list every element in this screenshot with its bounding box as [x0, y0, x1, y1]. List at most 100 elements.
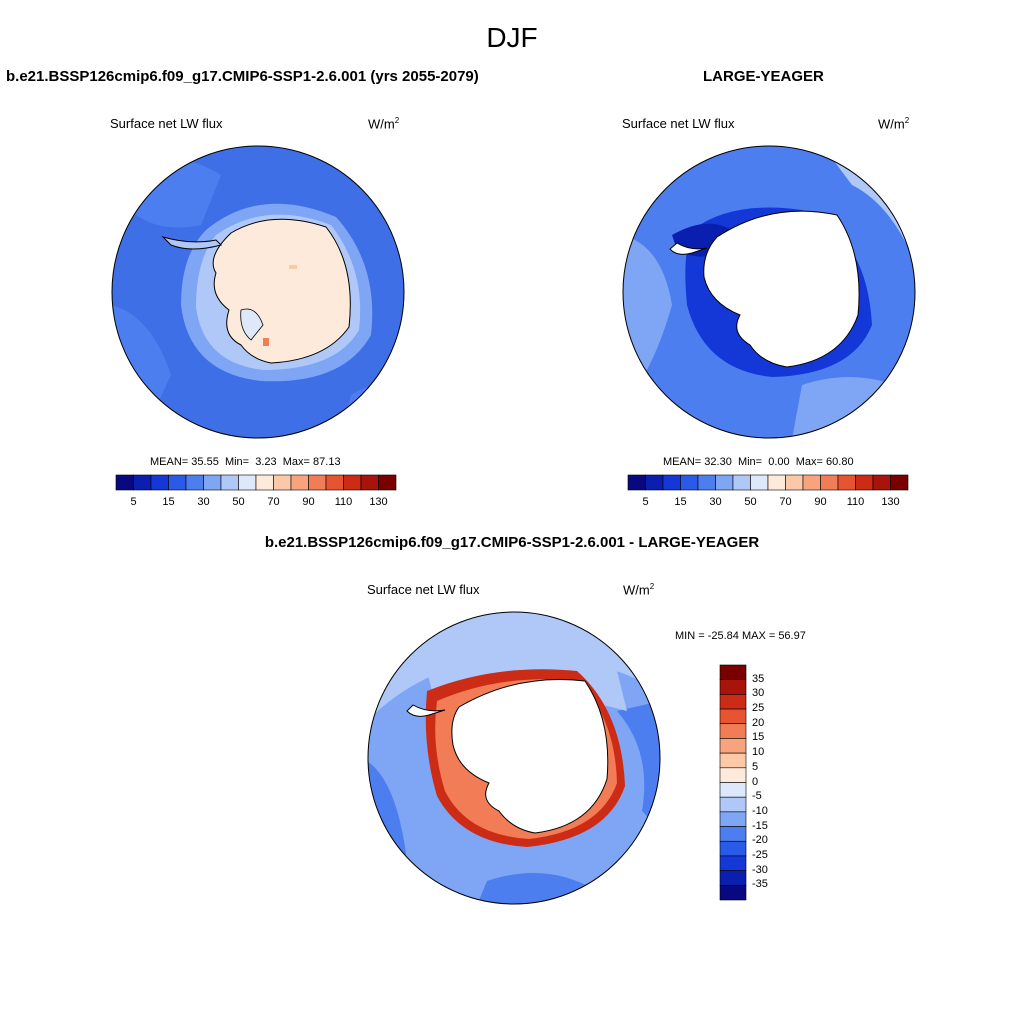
colorbar-tick-label: 90 [302, 496, 315, 508]
colorbar-swatch [837, 474, 856, 491]
colorbar-swatch [719, 840, 747, 857]
colorbar-swatch [820, 474, 839, 491]
colorbar-swatch [308, 474, 327, 491]
panel1-hotspot [263, 338, 269, 346]
colorbar-tick-label: 15 [674, 496, 687, 508]
panel3-peninsula [406, 704, 446, 717]
panel3-antarctica [451, 679, 609, 834]
colorbar-swatch [168, 474, 187, 491]
colorbar-tick-label: 25 [752, 702, 765, 715]
colorbar-tick-label: 130 [369, 496, 388, 508]
colorbar-swatch [719, 870, 747, 886]
panel3-ocean-mid [617, 701, 660, 831]
colorbar-tick-label: -25 [752, 848, 768, 861]
colorbar-swatch [855, 474, 874, 491]
colorbar-swatch [185, 474, 204, 491]
colorbar-swatch [719, 767, 747, 783]
colorbar-swatch [785, 474, 804, 491]
colorbar-swatch [115, 474, 134, 491]
panel1-ross-shelf [240, 308, 264, 341]
panel1-title: b.e21.BSSP126cmip6.f09_g17.CMIP6-SSP1-2.… [6, 68, 479, 85]
colorbar-swatch [767, 474, 786, 491]
colorbar-swatch [662, 474, 681, 491]
panel3-unit: W/m2 [623, 582, 655, 598]
panel1-variable: Surface net LW flux [110, 116, 223, 131]
colorbar-swatch [220, 474, 239, 491]
colorbar-tick-label: -5 [752, 790, 762, 803]
colorbar-swatch [719, 738, 747, 754]
colorbar-tick-label: 110 [846, 496, 865, 508]
colorbar-swatch [290, 474, 309, 491]
colorbar-tick-label: 5 [752, 760, 759, 773]
colorbar-swatch [719, 855, 747, 871]
colorbar-swatch [719, 796, 747, 813]
colorbar-tick-label: 0 [752, 775, 759, 788]
colorbar-tick-label: 5 [642, 496, 649, 508]
colorbar-swatch [378, 474, 397, 491]
colorbar-tick-label: 10 [752, 746, 765, 759]
colorbar-swatch [719, 811, 747, 827]
panel1-map [111, 145, 405, 439]
panel1-stats: MEAN= 35.55 Min= 3.23 Max= 87.13 [150, 456, 341, 468]
colorbar-tick-label: 50 [232, 496, 245, 508]
panel2-map [622, 145, 916, 439]
panel2-antarctica [703, 210, 860, 368]
colorbar-swatch [627, 474, 646, 491]
colorbar-tick-label: -35 [752, 878, 768, 891]
colorbar-tick-label: 20 [752, 716, 765, 729]
colorbar-swatch [680, 474, 699, 491]
colorbar-swatch [719, 885, 747, 901]
colorbar-swatch [360, 474, 379, 491]
panel2-title: LARGE-YEAGER [703, 68, 824, 85]
colorbar-swatch [719, 679, 747, 695]
colorbar-swatch [750, 474, 769, 491]
colorbar-swatch [715, 474, 734, 491]
colorbar-tick-label: 110 [334, 496, 353, 508]
colorbar-tick-label: -20 [752, 834, 768, 847]
colorbar-swatch [802, 474, 821, 491]
colorbar-tick-label: 30 [197, 496, 210, 508]
colorbar-swatch [645, 474, 664, 491]
colorbar-tick-label: 50 [744, 496, 757, 508]
colorbar-swatch [343, 474, 362, 491]
colorbar-swatch [697, 474, 716, 491]
colorbar-swatch [719, 694, 747, 710]
panel3-ocean-pale [368, 612, 660, 721]
panel2-peninsula [669, 242, 708, 255]
panel3-map [367, 611, 661, 905]
panel1-hotspot [289, 265, 297, 269]
colorbar-swatch [890, 474, 909, 491]
colorbar-tick-label: -15 [752, 819, 768, 832]
colorbar-tick-label: -10 [752, 804, 768, 817]
panel3-variable: Surface net LW flux [367, 582, 480, 597]
colorbar-swatch [719, 826, 747, 842]
colorbar-tick-label: 30 [752, 687, 765, 700]
panel2-variable: Surface net LW flux [622, 116, 735, 131]
colorbar-tick-label: 5 [130, 496, 137, 508]
colorbar-swatch [719, 782, 747, 798]
colorbar-tick-label: 30 [709, 496, 722, 508]
colorbar-swatch [719, 723, 747, 739]
colorbar-tick-label: 70 [779, 496, 792, 508]
panel2-unit: W/m2 [878, 116, 910, 132]
panel1-peninsula [161, 235, 222, 250]
colorbar-tick-label: 70 [267, 496, 280, 508]
colorbar-tick-label: 130 [881, 496, 900, 508]
colorbar-swatch [719, 752, 747, 769]
panel2-stats: MEAN= 32.30 Min= 0.00 Max= 60.80 [663, 456, 854, 468]
colorbar-swatch [238, 474, 257, 491]
colorbar-swatch [732, 474, 751, 491]
colorbar-tick-label: 35 [752, 672, 765, 685]
colorbar-tick-label: 15 [752, 731, 765, 744]
colorbar-swatch [719, 708, 747, 725]
colorbar-tick-label: 15 [162, 496, 175, 508]
colorbar-swatch [150, 474, 169, 491]
colorbar-swatch [325, 474, 344, 491]
colorbar-swatch [273, 474, 292, 491]
colorbar-swatch [133, 474, 152, 491]
colorbar-swatch [719, 664, 747, 680]
colorbar-swatch [203, 474, 222, 491]
panel3-minmax: MIN = -25.84 MAX = 56.97 [675, 630, 806, 642]
colorbar-swatch [255, 474, 274, 491]
colorbar-tick-label: -30 [752, 863, 768, 876]
